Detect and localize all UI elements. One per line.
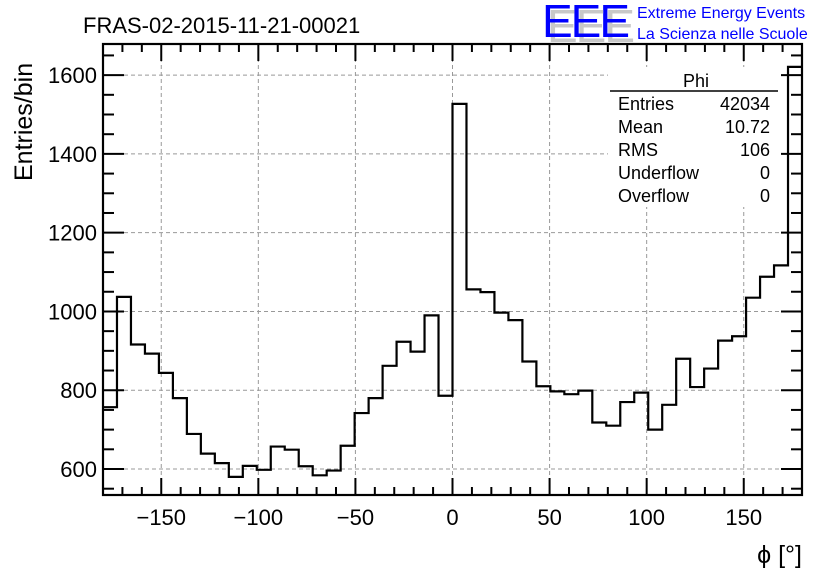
histogram-bin: [313, 475, 327, 495]
histogram-bin: [522, 361, 536, 495]
chart-title: FRAS-02-2015-11-21-00021: [83, 13, 360, 38]
histogram-bin: [215, 463, 229, 495]
histogram-bin: [341, 446, 355, 495]
stats-label: Underflow: [618, 163, 700, 183]
histogram-bin: [145, 354, 159, 495]
histogram-bin: [494, 313, 508, 495]
histogram-bin: [592, 423, 606, 495]
histogram-bin: [439, 396, 453, 495]
y-tick-label: 1200: [48, 221, 97, 246]
histogram-bin: [229, 477, 243, 495]
histogram-bin: [257, 470, 271, 495]
y-tick-labels: 600 800 1000 1200 1400 1600: [48, 63, 97, 482]
y-tick-label: 1600: [48, 63, 97, 88]
stats-value: 0: [760, 186, 770, 206]
logo-line-2: La Scienza nelle Scuole: [637, 26, 808, 43]
histogram-bin: [634, 393, 648, 495]
histogram-bin: [508, 320, 522, 495]
stats-label: Overflow: [618, 186, 690, 206]
histogram-bin: [732, 336, 746, 495]
y-tick-label: 800: [60, 378, 97, 403]
histogram-bin: [285, 450, 299, 495]
eee-logo: EEE: [542, 0, 630, 47]
y-tick-label: 1000: [48, 299, 97, 324]
histogram-bin: [299, 466, 313, 495]
y-axis-title: Entries/bin: [10, 63, 38, 181]
histogram-bin: [746, 298, 760, 495]
stats-label: Entries: [618, 94, 674, 114]
stats-label: RMS: [618, 140, 658, 160]
histogram-bin: [466, 289, 480, 495]
stats-label: Mean: [618, 117, 663, 137]
histogram-bin: [355, 413, 369, 495]
x-tick-label: 150: [725, 505, 762, 530]
stats-value: 42034: [720, 94, 770, 114]
histogram-bin: [704, 369, 718, 495]
histogram-bin: [788, 67, 802, 495]
histogram-bin: [480, 292, 494, 495]
x-axis-title: ϕ [°]: [757, 541, 802, 569]
histogram-bin: [648, 430, 662, 495]
histogram-bin: [383, 366, 397, 495]
x-tick-labels: −150 −100 −50 0 50 100 150: [136, 505, 762, 530]
stats-name: Phi: [683, 71, 709, 91]
histogram-bin: [327, 471, 341, 495]
x-tick-label: −100: [234, 505, 284, 530]
stats-box: Phi Entries 42034 Mean 10.72 RMS 106 Underflow…: [608, 67, 780, 207]
histogram-bin: [173, 398, 187, 495]
logo-text: EEE: [542, 0, 628, 47]
histogram-bin: [662, 405, 676, 495]
x-tick-label: −50: [337, 505, 374, 530]
histogram-line: [103, 65, 802, 478]
stats-value: 106: [740, 140, 770, 160]
x-tick-label: 0: [446, 505, 458, 530]
histogram-bin: [117, 297, 131, 495]
stats-value: 10.72: [725, 117, 770, 137]
x-tick-label: 50: [537, 505, 561, 530]
histogram-bin: [536, 386, 550, 495]
y-tick-label: 1400: [48, 142, 97, 167]
histogram-bin: [201, 454, 215, 495]
histogram-bin: [620, 402, 634, 495]
x-tick-label: −150: [136, 505, 186, 530]
histogram-bin: [550, 391, 564, 495]
histogram-bin: [578, 391, 592, 495]
histogram-bin: [243, 466, 257, 495]
histogram-bin: [564, 394, 578, 495]
histogram-bin: [760, 277, 774, 495]
axis-ticks: [102, 44, 803, 495]
histogram-bin: [103, 407, 117, 495]
logo-line-1: Extreme Energy Events: [637, 5, 805, 22]
x-tick-label: 100: [628, 505, 665, 530]
histogram-bin: [453, 104, 467, 495]
histogram-bin: [606, 426, 620, 495]
histogram-bin: [271, 447, 285, 495]
histogram-bin: [397, 342, 411, 495]
histogram-bin: [131, 345, 145, 495]
histogram-bin: [690, 387, 704, 495]
histogram-bin: [718, 341, 732, 495]
histogram-bin: [411, 352, 425, 495]
histogram-bin: [369, 398, 383, 495]
plot-frame: [101, 42, 804, 497]
y-tick-label: 600: [60, 457, 97, 482]
histogram-bin: [159, 373, 173, 495]
histogram-bin: [676, 359, 690, 495]
stats-value: 0: [760, 163, 770, 183]
histogram-bin: [774, 265, 788, 495]
histogram-bin: [187, 434, 201, 495]
histogram-bin: [425, 315, 439, 495]
